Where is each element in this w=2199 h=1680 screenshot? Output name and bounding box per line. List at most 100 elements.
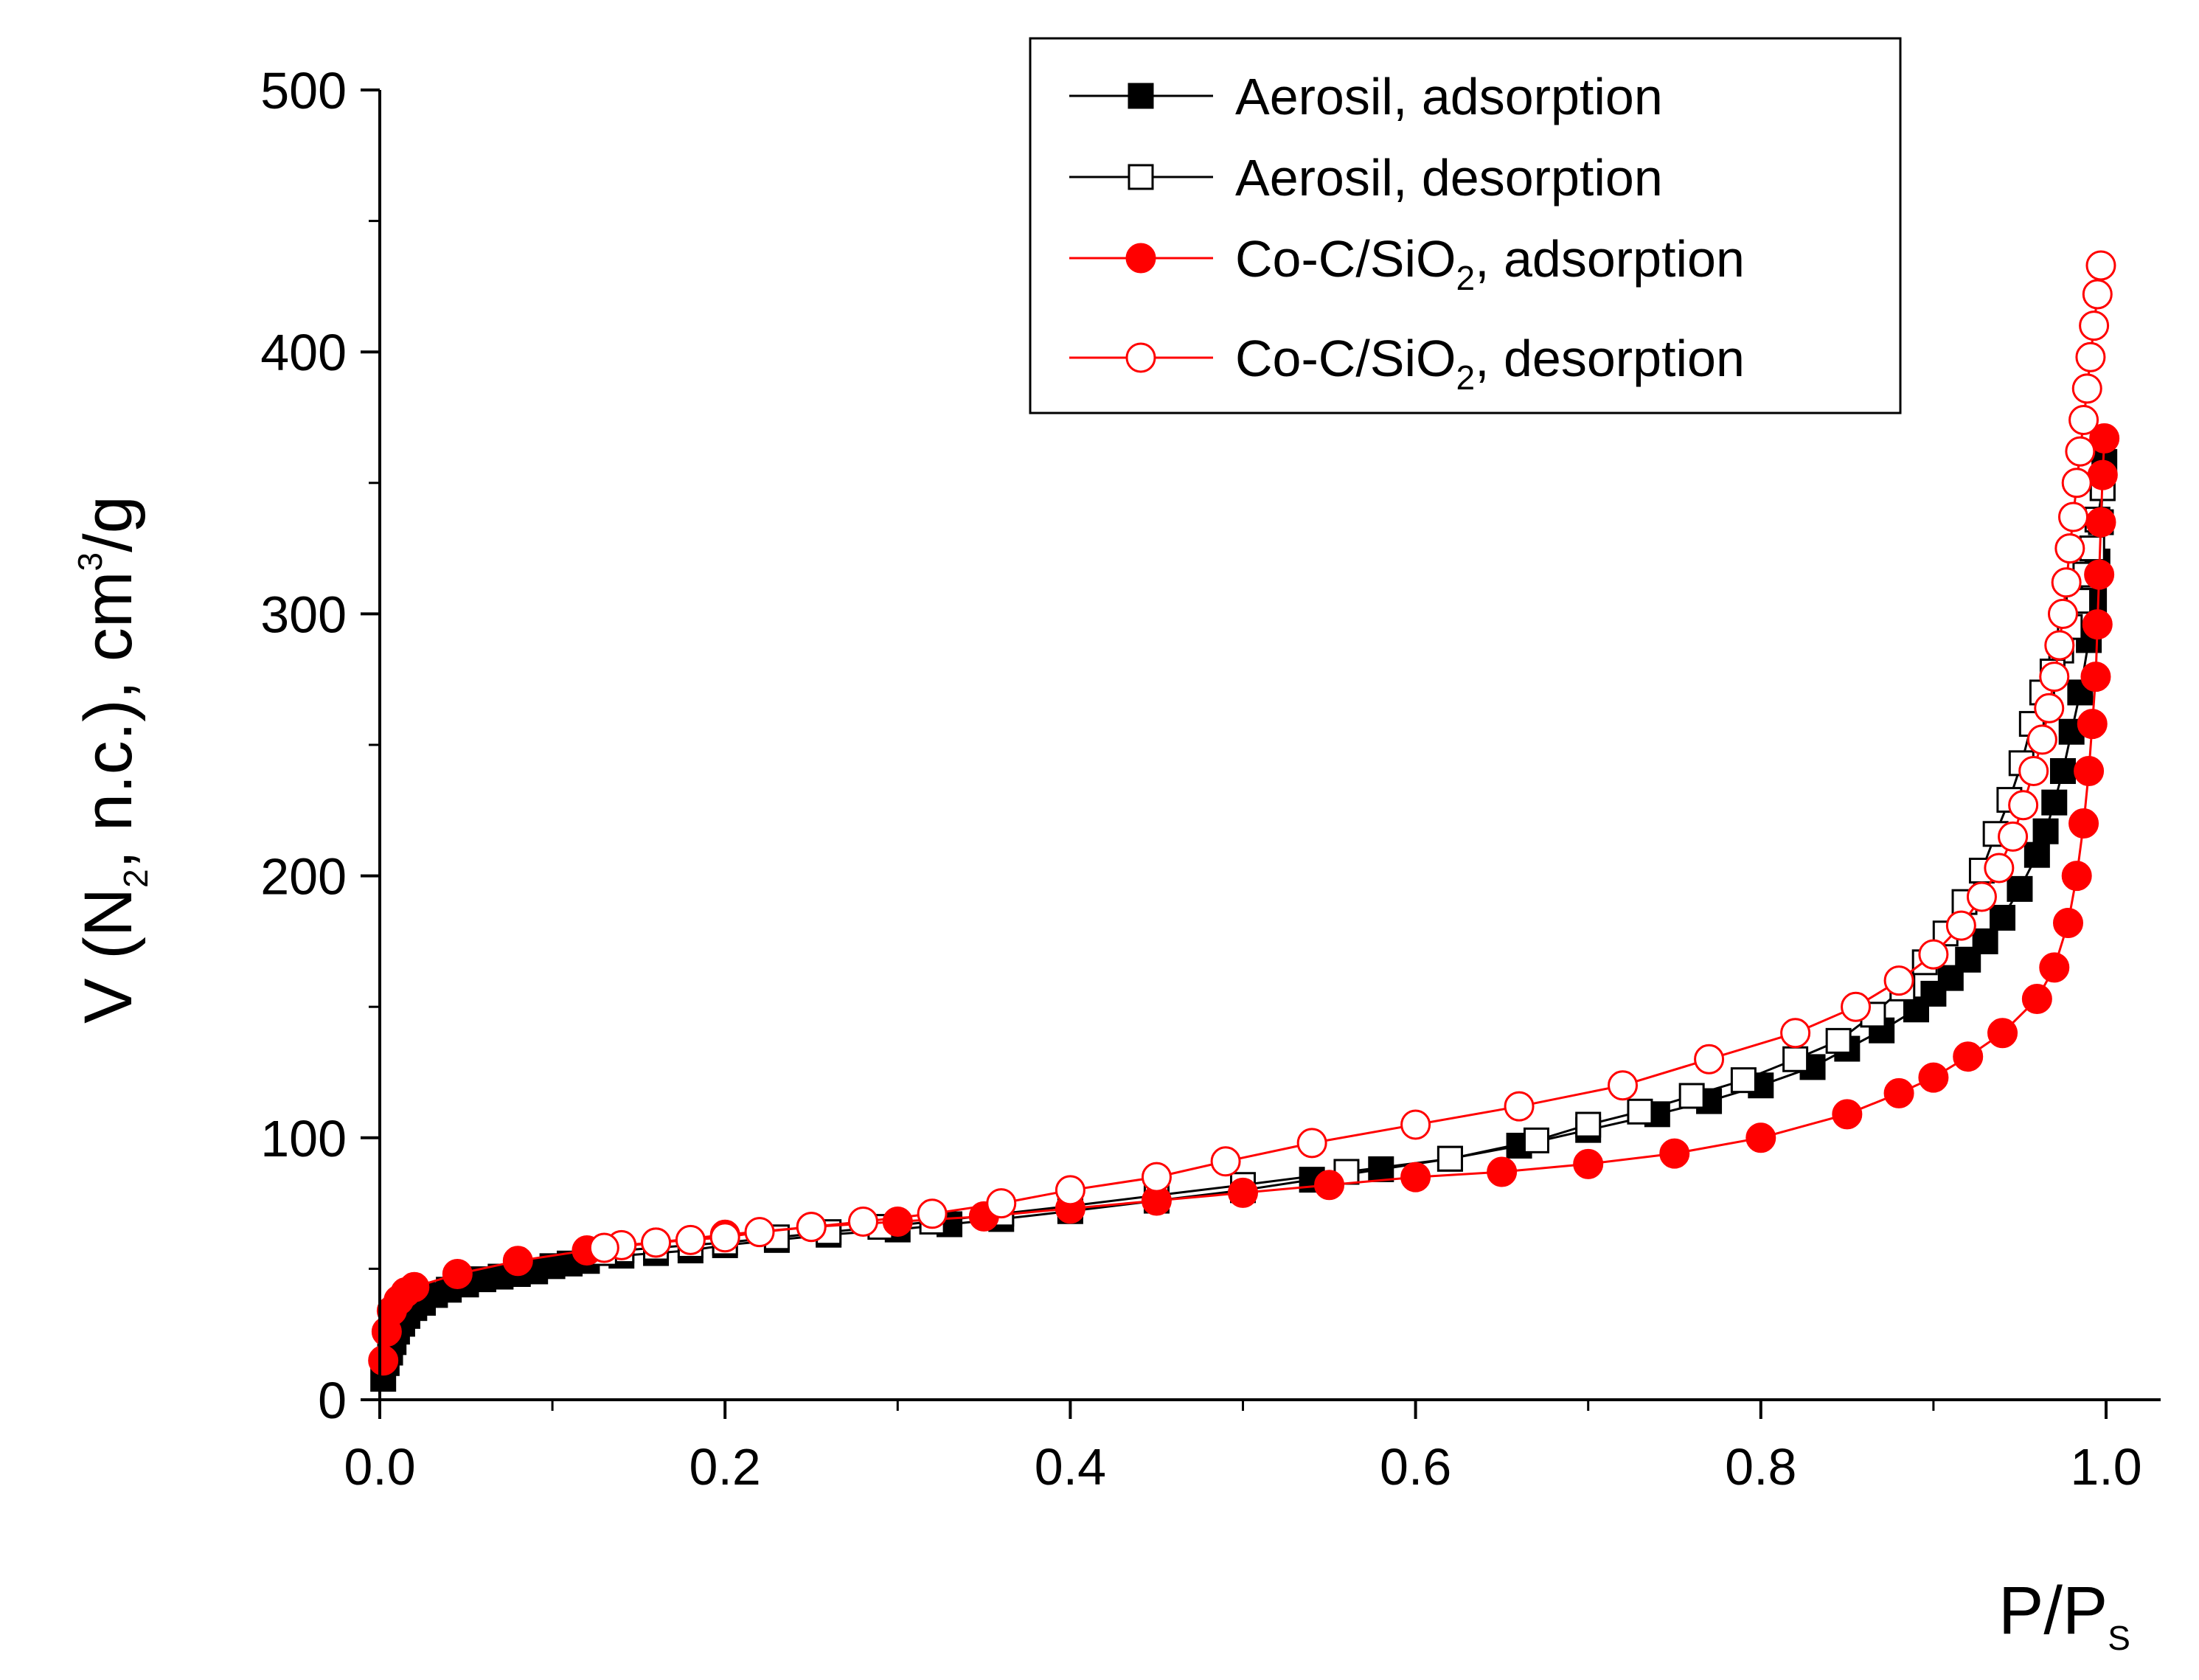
data-point bbox=[2018, 756, 2049, 787]
data-point bbox=[2068, 405, 2099, 436]
data-point bbox=[1825, 1027, 1852, 1054]
data-point bbox=[2058, 501, 2089, 532]
data-point bbox=[986, 1188, 1017, 1219]
data-point bbox=[2065, 436, 2096, 467]
x-tick-label: 1.0 bbox=[2070, 1438, 2141, 1496]
data-point bbox=[1296, 1128, 1327, 1159]
data-point bbox=[502, 1246, 533, 1277]
data-point bbox=[1055, 1175, 1085, 1206]
data-point bbox=[2021, 984, 2052, 1015]
legend-label-part: Aerosil, adsorption bbox=[1235, 68, 1663, 125]
y-tick-label: 300 bbox=[260, 586, 347, 643]
y-tick-label: 400 bbox=[260, 324, 347, 381]
axes-layer: 0.0 0.2 0.4 0.6 0.8 1.0 0 100 200 300 400 500 bbox=[260, 62, 2161, 1496]
data-point bbox=[709, 1222, 740, 1253]
legend-marker bbox=[1125, 342, 1156, 373]
data-point bbox=[1972, 928, 1998, 954]
data-point bbox=[1918, 1062, 1949, 1093]
data-point bbox=[1210, 1146, 1241, 1177]
data-point bbox=[2044, 630, 2075, 661]
data-point bbox=[744, 1217, 775, 1248]
x-axis-label-subscript: S bbox=[2108, 1619, 2130, 1657]
legend-label-part: , adsorption bbox=[1475, 230, 1745, 288]
data-point bbox=[1678, 1083, 1705, 1109]
series-group bbox=[588, 250, 2116, 1263]
data-point bbox=[2049, 758, 2076, 785]
data-point bbox=[1782, 1046, 1809, 1072]
data-point bbox=[2074, 756, 2105, 787]
data-point bbox=[1141, 1162, 1172, 1193]
data-point bbox=[2077, 709, 2108, 740]
data-point bbox=[2061, 861, 2092, 892]
data-point bbox=[1504, 1091, 1535, 1122]
data-point bbox=[1608, 1070, 1639, 1101]
data-point bbox=[1832, 1099, 1863, 1130]
data-point bbox=[2007, 875, 2033, 902]
data-point bbox=[2068, 808, 2099, 839]
legend-label-subscript: 2 bbox=[1456, 259, 1475, 297]
data-point bbox=[2039, 662, 2070, 693]
legend-label-part: Co-C/SiO bbox=[1235, 230, 1456, 288]
data-point bbox=[1987, 1018, 2018, 1049]
data-point bbox=[2051, 567, 2082, 598]
y-tick-label: 100 bbox=[260, 1110, 347, 1167]
data-point bbox=[368, 1345, 399, 1376]
data-point bbox=[2089, 423, 2120, 454]
data-point bbox=[2080, 662, 2111, 693]
data-point bbox=[2026, 724, 2057, 755]
data-point bbox=[2082, 609, 2113, 640]
data-point bbox=[882, 1206, 913, 1237]
y-axis-label-superscript: 3 bbox=[71, 552, 109, 572]
data-point bbox=[399, 1271, 430, 1302]
data-point bbox=[2008, 790, 2039, 821]
data-point bbox=[2054, 533, 2085, 564]
x-tick-label: 0.4 bbox=[1035, 1438, 1106, 1496]
data-point bbox=[2071, 373, 2102, 404]
series-layer bbox=[368, 250, 2120, 1392]
data-point bbox=[1573, 1148, 1604, 1179]
data-point bbox=[2084, 559, 2115, 590]
data-point bbox=[1694, 1044, 1725, 1075]
data-point bbox=[2032, 818, 2059, 844]
y-axis-label-part: , n.c.), cm bbox=[71, 571, 146, 869]
data-point bbox=[1945, 910, 1976, 941]
data-point bbox=[675, 1224, 706, 1255]
x-axis-label-part: P/P bbox=[1998, 1573, 2108, 1648]
legend-box bbox=[1029, 37, 1902, 414]
data-point bbox=[2023, 841, 2050, 868]
data-point bbox=[1437, 1145, 1463, 1172]
data-point bbox=[2085, 250, 2116, 281]
data-point bbox=[1918, 939, 1949, 970]
x-tick-label: 0.8 bbox=[1725, 1438, 1796, 1496]
data-point bbox=[1841, 991, 1872, 1022]
y-axis-label: V (N2, n.c.), cm3/g bbox=[71, 496, 155, 1024]
x-tick-label: 0.0 bbox=[344, 1438, 415, 1496]
data-point bbox=[588, 1232, 619, 1263]
data-point bbox=[2061, 468, 2092, 499]
data-point bbox=[917, 1198, 948, 1229]
data-point bbox=[2079, 310, 2110, 341]
data-point bbox=[2085, 507, 2116, 538]
data-point bbox=[2052, 908, 2083, 939]
y-tick-label: 200 bbox=[260, 848, 347, 906]
legend-label: Aerosil, adsorption bbox=[1235, 68, 1663, 125]
data-point bbox=[2075, 341, 2106, 372]
data-point bbox=[1314, 1170, 1345, 1201]
data-point bbox=[796, 1212, 827, 1243]
legend: Aerosil, adsorption Aerosil, desorption Co… bbox=[1029, 37, 1902, 414]
data-point bbox=[1998, 821, 2029, 852]
legend-label: Co-C/SiO2, adsorption bbox=[1235, 230, 1745, 297]
data-point bbox=[847, 1206, 878, 1237]
legend-label-part: Aerosil, desorption bbox=[1235, 149, 1663, 206]
data-point bbox=[1400, 1162, 1431, 1193]
legend-label: Aerosil, desorption bbox=[1235, 149, 1663, 206]
data-point bbox=[1487, 1156, 1518, 1187]
legend-marker bbox=[1125, 243, 1156, 274]
data-point bbox=[2039, 952, 2070, 983]
data-point bbox=[1953, 1041, 1984, 1072]
data-point bbox=[1575, 1111, 1602, 1138]
data-point bbox=[1730, 1067, 1757, 1094]
data-point bbox=[1745, 1122, 1776, 1153]
y-axis-label-part: /g bbox=[71, 496, 146, 552]
y-tick-label: 500 bbox=[260, 62, 347, 119]
